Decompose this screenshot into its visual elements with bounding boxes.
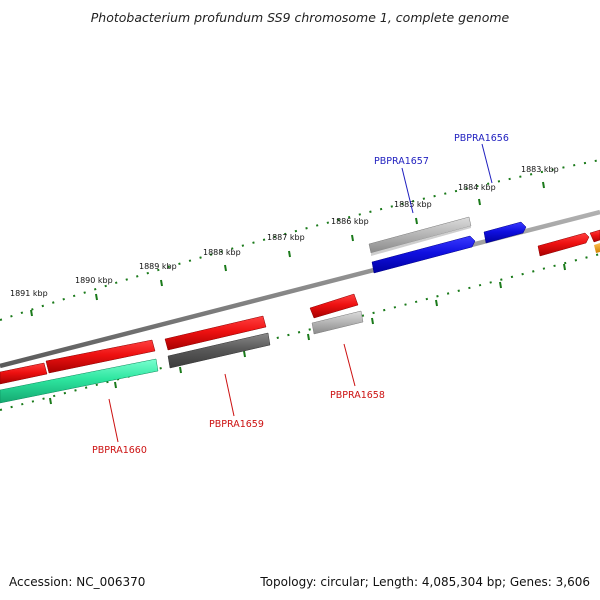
- tick-label: 1891 kbp: [10, 289, 48, 298]
- major-tick: [160, 279, 163, 287]
- connector-line: [224, 373, 235, 417]
- connector-line: [108, 398, 119, 443]
- major-tick: [499, 281, 502, 289]
- map-title: Photobacterium profundum SS9 chromosome …: [91, 10, 510, 25]
- major-tick: [288, 250, 291, 258]
- gene-label-connectors: [108, 143, 493, 443]
- accession-text: Accession: NC_006370: [9, 575, 145, 589]
- major-tick: [114, 381, 117, 389]
- gene-label[interactable]: PBPRA1656: [454, 133, 509, 144]
- gene-feature[interactable]: [537, 232, 590, 257]
- gene-feature[interactable]: [589, 229, 600, 243]
- gene-label[interactable]: PBPRA1660: [92, 445, 147, 456]
- major-tick: [371, 317, 374, 325]
- gene-feature[interactable]: [483, 221, 527, 244]
- gene-feature[interactable]: [167, 332, 271, 369]
- tick-label: 1884 kbp: [458, 183, 496, 192]
- major-tick: [478, 198, 481, 206]
- major-tick: [415, 217, 418, 225]
- major-tick: [30, 309, 33, 317]
- major-tick: [243, 350, 246, 358]
- major-tick: [351, 234, 354, 242]
- gene-label[interactable]: PBPRA1658: [330, 390, 385, 401]
- gene-label[interactable]: PBPRA1659: [209, 419, 264, 430]
- gene-feature[interactable]: [594, 243, 600, 253]
- major-tick: [49, 397, 52, 405]
- major-tick: [435, 299, 438, 307]
- gene-feature[interactable]: [0, 362, 48, 385]
- major-tick: [542, 181, 545, 189]
- tick-labels: 1891 kbp 1890 kbp 1889 kbp 1888 kbp 1887…: [10, 165, 559, 298]
- tick-label: 1887 kbp: [267, 233, 305, 242]
- connector-line: [343, 343, 356, 387]
- gene-feature[interactable]: [45, 339, 156, 374]
- tick-label: 1883 kbp: [521, 165, 559, 174]
- gene-labels: PBPRA1657 PBPRA1656 PBPRA1658 PBPRA1659 …: [92, 133, 509, 456]
- gene-label[interactable]: PBPRA1657: [374, 156, 429, 167]
- tick-label: 1889 kbp: [139, 262, 177, 271]
- tick-label: 1885 kbp: [394, 200, 432, 209]
- gene-feature[interactable]: [311, 310, 364, 335]
- tick-label: 1886 kbp: [331, 217, 369, 226]
- major-tick: [179, 366, 182, 374]
- genome-summary-text: Topology: circular; Length: 4,085,304 bp…: [259, 575, 590, 589]
- outer-major-ticks: [30, 181, 545, 317]
- inner-ruler-track: [0, 253, 600, 411]
- major-tick: [95, 293, 98, 301]
- gene-feature[interactable]: [164, 315, 267, 351]
- major-tick: [563, 263, 566, 271]
- gene-feature[interactable]: [0, 358, 159, 404]
- reverse-strand-genes: [0, 293, 364, 404]
- outer-ruler-track: [0, 159, 600, 321]
- forward-strand-genes: [368, 216, 600, 274]
- gene-feature[interactable]: [371, 235, 476, 274]
- gene-feature-shadow: [371, 226, 471, 256]
- tick-label: 1888 kbp: [203, 248, 241, 257]
- tick-label: 1890 kbp: [75, 276, 113, 285]
- major-tick: [224, 264, 227, 272]
- inner-major-ticks: [49, 263, 566, 405]
- connector-line: [481, 143, 493, 184]
- major-tick: [307, 333, 310, 341]
- connector-line: [401, 167, 414, 214]
- gene-feature[interactable]: [309, 293, 359, 319]
